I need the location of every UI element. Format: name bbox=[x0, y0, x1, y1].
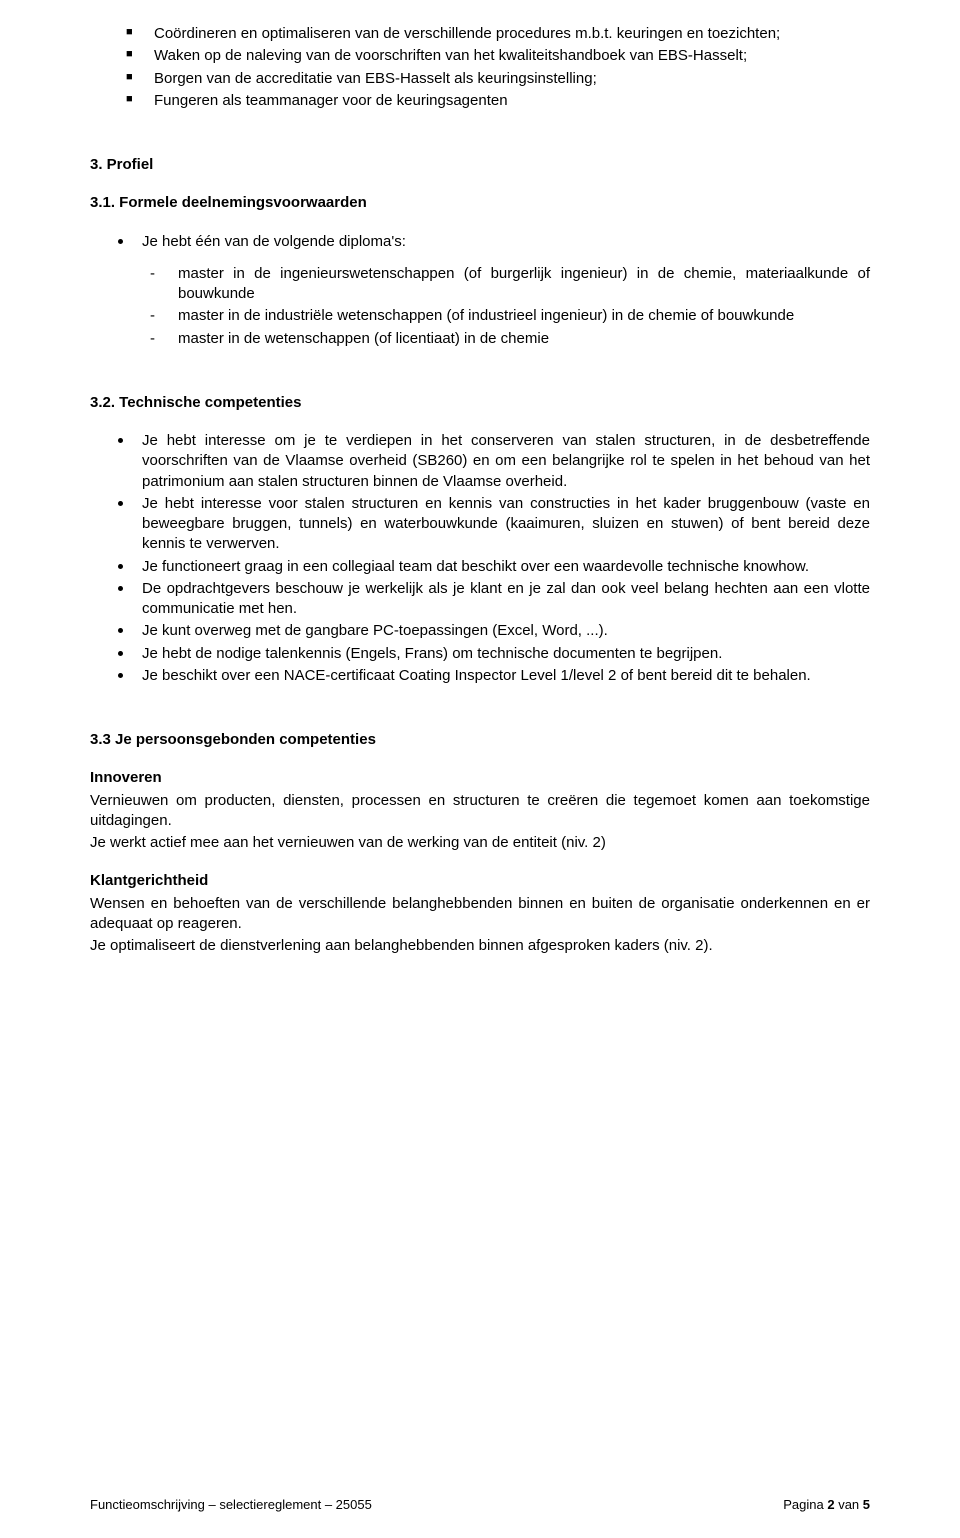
page: Coördineren en optimaliseren van de vers… bbox=[0, 0, 960, 1538]
paragraph: Wensen en behoeften van de verschillende… bbox=[90, 894, 870, 935]
paragraph: Je optimaliseert de dienstverlening aan … bbox=[90, 936, 870, 956]
list-item: Je kunt overweg met de gangbare PC-toepa… bbox=[118, 621, 870, 641]
footer-page-num: 2 bbox=[827, 1497, 834, 1512]
list-item: Coördineren en optimaliseren van de vers… bbox=[126, 24, 870, 44]
list-item: Je hebt interesse om je te verdiepen in … bbox=[118, 431, 870, 492]
top-bullet-list: Coördineren en optimaliseren van de vers… bbox=[90, 24, 870, 111]
list-item: Je functioneert graag in een collegiaal … bbox=[118, 557, 870, 577]
list-item: master in de wetenschappen (of licentiaa… bbox=[150, 329, 870, 349]
list-item: De opdrachtgevers beschouw je werkelijk … bbox=[118, 579, 870, 620]
list-item: Borgen van de accreditatie van EBS-Hasse… bbox=[126, 69, 870, 89]
list-item: master in de ingenieurswetenschappen (of… bbox=[150, 264, 870, 305]
footer: Functieomschrijving – selectiereglement … bbox=[90, 1496, 870, 1514]
footer-right-prefix: Pagina bbox=[783, 1497, 827, 1512]
list-item: master in de industriële wetenschappen (… bbox=[150, 306, 870, 326]
heading-3-1: 3.1. Formele deelnemingsvoorwaarden bbox=[90, 193, 870, 213]
footer-total: 5 bbox=[863, 1497, 870, 1512]
heading-profiel: 3. Profiel bbox=[90, 155, 870, 175]
list-item: Je beschikt over een NACE-certificaat Co… bbox=[118, 666, 870, 686]
list-item-intro: Je hebt één van de volgende diploma's: bbox=[118, 232, 870, 252]
list-3-1: Je hebt één van de volgende diploma's: bbox=[90, 232, 870, 252]
diploma-list: master in de ingenieurswetenschappen (of… bbox=[90, 264, 870, 349]
subhead-klantgerichtheid: Klantgerichtheid bbox=[90, 871, 870, 891]
list-item: Je hebt de nodige talenkennis (Engels, F… bbox=[118, 644, 870, 664]
list-item: Fungeren als teammanager voor de keuring… bbox=[126, 91, 870, 111]
heading-3-2: 3.2. Technische competenties bbox=[90, 393, 870, 413]
paragraph: Je werkt actief mee aan het vernieuwen v… bbox=[90, 833, 870, 853]
footer-right-suffix: van bbox=[835, 1497, 863, 1512]
footer-left: Functieomschrijving – selectiereglement … bbox=[90, 1496, 372, 1514]
list-3-2: Je hebt interesse om je te verdiepen in … bbox=[90, 431, 870, 686]
heading-3-3: 3.3 Je persoonsgebonden competenties bbox=[90, 730, 870, 750]
paragraph: Vernieuwen om producten, diensten, proce… bbox=[90, 791, 870, 832]
footer-right: Pagina 2 van 5 bbox=[783, 1496, 870, 1514]
list-item: Waken op de naleving van de voorschrifte… bbox=[126, 46, 870, 66]
subhead-innoveren: Innoveren bbox=[90, 768, 870, 788]
list-item: Je hebt interesse voor stalen structuren… bbox=[118, 494, 870, 555]
